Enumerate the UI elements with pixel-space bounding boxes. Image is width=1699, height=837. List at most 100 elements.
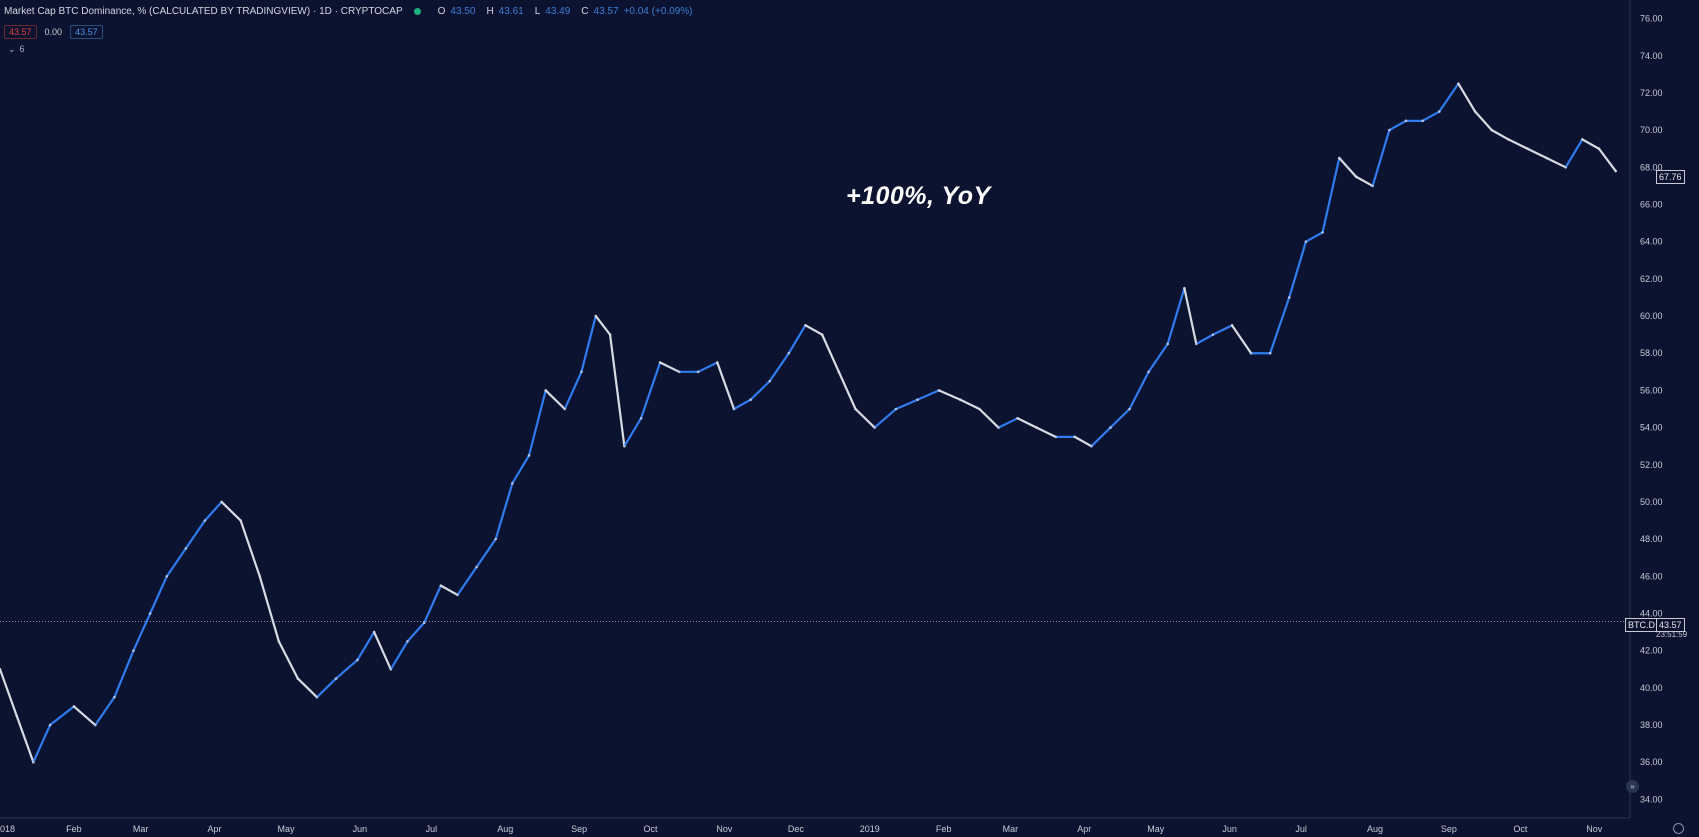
go-to-realtime-icon[interactable]: » [1626,780,1639,793]
price-segment [1288,240,1308,299]
price-point [494,537,497,541]
price-point [1321,231,1324,234]
price-point [608,333,612,336]
price-segment [821,333,840,373]
price-point [277,640,281,643]
y-tick-label: 72.00 [1640,88,1663,98]
price-segment [406,621,426,643]
price-point [258,575,262,578]
price-point [334,677,338,680]
price-segment [1421,110,1441,122]
price-point [1404,119,1408,123]
price-segment [716,361,736,411]
y-tick-label: 60.00 [1640,311,1663,321]
open-value: 43.50 [450,6,476,17]
price-segment [768,352,790,383]
high-key: H [486,6,494,17]
price-segment [1490,129,1510,141]
price-segment [1269,296,1291,355]
indicator-value-c[interactable]: 43.57 [70,25,103,39]
price-point [511,482,514,485]
indicator-value-a[interactable]: 43.57 [4,25,37,39]
price-point [94,723,97,727]
price-segment [804,324,824,336]
price-segment [72,705,97,727]
price-point [677,370,681,374]
chevron-down-icon: ⌄ [8,44,16,54]
price-point [1268,351,1272,355]
price-segment [48,705,75,727]
price-segment [937,389,962,401]
price-segment [594,314,612,336]
price-point [639,416,643,420]
price-point [580,370,583,374]
price-point [1073,435,1077,439]
price-segment [0,668,18,717]
price-segment [916,389,941,401]
indicator-value-b[interactable]: 0.00 [44,27,63,37]
y-tick-label: 62.00 [1640,274,1663,284]
price-segment [1526,147,1548,160]
price-segment [697,361,719,373]
price-point [1421,119,1424,123]
price-point [1564,166,1567,169]
y-tick-label: 44.00 [1640,609,1663,619]
price-segment [203,500,223,522]
x-tick-label: Mar [1003,824,1019,834]
price-point [1287,296,1291,299]
x-tick-label: Dec [788,824,805,834]
price-segment [1545,156,1567,169]
price-segment [854,407,876,429]
price-point [804,324,807,327]
y-tick-label: 76.00 [1640,14,1663,24]
indicator-collapse-toggle[interactable]: ⌄ 6 [8,44,25,55]
price-point [1304,240,1308,243]
price-point [1128,407,1131,411]
price-point [1614,169,1618,173]
price-segment [580,314,597,373]
change-value: +0.04 (+0.09%) [623,6,693,17]
price-point [356,658,359,662]
price-point [32,760,35,764]
price-point [1526,147,1529,151]
x-tick-label: Apr [207,824,221,834]
price-point [715,361,719,364]
close-key: C [581,6,589,17]
price-point [1211,333,1215,336]
y-tick-label: 68.00 [1640,162,1663,172]
x-tick-label: Mar [133,824,149,834]
y-tick-label: 54.00 [1640,423,1663,433]
price-segment [32,723,52,764]
price-segment [1388,119,1408,132]
price-point [148,612,152,615]
x-tick-label: 018 [0,824,15,834]
price-point [0,667,2,671]
price-point [696,370,700,374]
price-segment [423,584,442,624]
price-point [768,379,772,383]
price-segment [997,417,1019,429]
price-segment [113,649,135,699]
price-point [916,398,919,402]
price-segment [639,361,662,420]
symbol-title[interactable]: Market Cap BTC Dominance, % (CALCULATED … [4,6,403,17]
x-tick-label: Jul [1295,824,1307,834]
y-tick-label: 58.00 [1640,348,1663,358]
price-segment [258,575,280,643]
price-segment [1147,342,1169,373]
x-tick-label: Apr [1077,824,1091,834]
price-point [1490,128,1494,132]
price-segment [1211,324,1234,336]
gear-icon[interactable] [1673,823,1684,834]
price-point [873,426,876,429]
x-tick-label: May [1147,824,1165,834]
price-segment [15,714,35,764]
price-point [978,407,981,411]
y-tick-label: 38.00 [1640,720,1663,730]
price-segment [239,519,261,578]
high-value: 43.61 [498,6,524,17]
price-point [1371,184,1374,188]
price-segment [220,500,242,522]
